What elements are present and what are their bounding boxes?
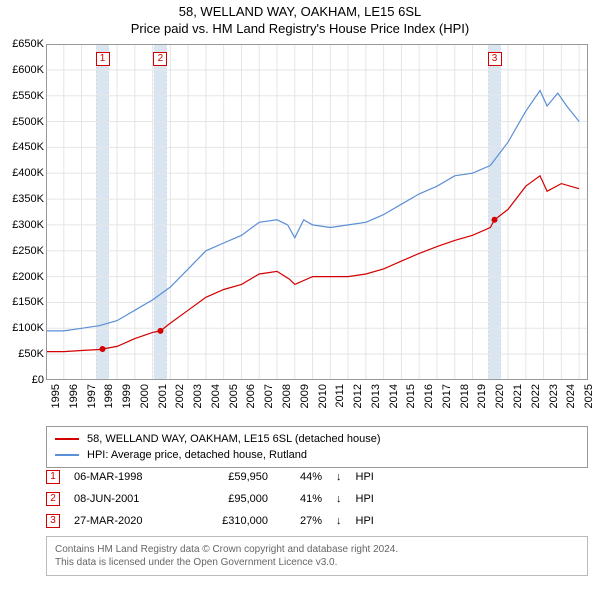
arrow-down-icon: ↓ — [336, 515, 342, 527]
x-tick-label: 2003 — [192, 384, 204, 414]
y-tick-label: £350K — [4, 193, 44, 205]
event-marker-2: 2 — [153, 52, 167, 66]
price-chart: £0 £50K £100K £150K £200K £250K £300K £350K £400… — [0, 40, 600, 420]
y-tick-label: £500K — [4, 116, 44, 128]
x-tick-label: 2009 — [299, 384, 311, 414]
event-row: 2 08-JUN-2001 £95,000 41% ↓ HPI — [46, 488, 566, 510]
y-tick-label: £100K — [4, 322, 44, 334]
arrow-down-icon: ↓ — [336, 471, 342, 483]
event-date: 06-MAR-1998 — [74, 471, 174, 483]
x-tick-label: 2016 — [423, 384, 435, 414]
legend-swatch-property — [55, 438, 79, 440]
event-date: 08-JUN-2001 — [74, 493, 174, 505]
attribution-footer: Contains HM Land Registry data © Crown c… — [46, 536, 588, 576]
plot-area — [46, 44, 588, 380]
event-pct: 41% — [282, 493, 322, 505]
x-tick-label: 2012 — [352, 384, 364, 414]
x-tick-label: 2023 — [548, 384, 560, 414]
page-title: 58, WELLAND WAY, OAKHAM, LE15 6SL — [0, 4, 600, 19]
x-tick-label: 2002 — [174, 384, 186, 414]
y-tick-label: £600K — [4, 64, 44, 76]
y-axis: £0£50K£100K£150K£200K£250K£300K£350K£400… — [0, 40, 44, 380]
events-table: 1 06-MAR-1998 £59,950 44% ↓ HPI 2 08-JUN-2001 £9… — [46, 466, 566, 532]
event-marker-1: 1 — [96, 52, 110, 66]
x-tick-label: 2015 — [405, 384, 417, 414]
x-tick-label: 2008 — [281, 384, 293, 414]
x-tick-label: 2010 — [317, 384, 329, 414]
legend-label-property: 58, WELLAND WAY, OAKHAM, LE15 6SL (detac… — [87, 433, 380, 445]
x-tick-label: 2018 — [459, 384, 471, 414]
x-tick-label: 2020 — [494, 384, 506, 414]
y-tick-label: £550K — [4, 90, 44, 102]
x-tick-label: 2007 — [263, 384, 275, 414]
x-tick-label: 2024 — [565, 384, 577, 414]
x-tick-label: 2019 — [476, 384, 488, 414]
x-tick-label: 2025 — [583, 384, 595, 414]
event-pct: 44% — [282, 471, 322, 483]
x-tick-label: 2011 — [334, 384, 346, 414]
y-tick-label: £200K — [4, 271, 44, 283]
x-tick-label: 1996 — [68, 384, 80, 414]
event-box: 3 — [46, 514, 60, 528]
event-marker-3: 3 — [488, 52, 502, 66]
chart-legend: 58, WELLAND WAY, OAKHAM, LE15 6SL (detac… — [46, 426, 588, 468]
event-ref: HPI — [356, 493, 374, 505]
event-price: £95,000 — [188, 493, 268, 505]
legend-row: 58, WELLAND WAY, OAKHAM, LE15 6SL (detac… — [55, 431, 579, 447]
event-pct: 27% — [282, 515, 322, 527]
y-tick-label: £50K — [4, 348, 44, 360]
footer-line2: This data is licensed under the Open Gov… — [55, 556, 579, 569]
arrow-down-icon: ↓ — [336, 493, 342, 505]
event-box: 1 — [46, 470, 60, 484]
x-tick-label: 2022 — [530, 384, 542, 414]
page-subtitle: Price paid vs. HM Land Registry's House … — [0, 21, 600, 36]
x-tick-label: 2000 — [139, 384, 151, 414]
x-tick-label: 2004 — [210, 384, 222, 414]
event-box: 2 — [46, 492, 60, 506]
legend-label-hpi: HPI: Average price, detached house, Rutl… — [87, 449, 307, 461]
event-price: £310,000 — [188, 515, 268, 527]
x-tick-label: 2013 — [370, 384, 382, 414]
x-tick-label: 2001 — [157, 384, 169, 414]
legend-row: HPI: Average price, detached house, Rutl… — [55, 447, 579, 463]
x-tick-label: 1995 — [50, 384, 62, 414]
x-axis: 1995 1996 1997 1998 1999 2000 2001 2002 2003 2004… — [46, 384, 588, 420]
x-tick-label: 1997 — [86, 384, 98, 414]
x-tick-label: 1999 — [121, 384, 133, 414]
y-tick-label: £300K — [4, 219, 44, 231]
y-tick-label: £250K — [4, 245, 44, 257]
event-row: 3 27-MAR-2020 £310,000 27% ↓ HPI — [46, 510, 566, 532]
y-tick-label: £150K — [4, 296, 44, 308]
y-tick-label: £400K — [4, 167, 44, 179]
event-ref: HPI — [356, 471, 374, 483]
event-ref: HPI — [356, 515, 374, 527]
event-date: 27-MAR-2020 — [74, 515, 174, 527]
x-tick-label: 2005 — [228, 384, 240, 414]
x-tick-label: 1998 — [103, 384, 115, 414]
x-tick-label: 2014 — [388, 384, 400, 414]
x-tick-label: 2006 — [245, 384, 257, 414]
footer-line1: Contains HM Land Registry data © Crown c… — [55, 543, 579, 556]
event-row: 1 06-MAR-1998 £59,950 44% ↓ HPI — [46, 466, 566, 488]
event-price: £59,950 — [188, 471, 268, 483]
legend-swatch-hpi — [55, 454, 79, 456]
y-tick-label: £0 — [4, 374, 44, 386]
x-tick-label: 2017 — [441, 384, 453, 414]
y-tick-label: £450K — [4, 141, 44, 153]
x-tick-label: 2021 — [512, 384, 524, 414]
y-tick-label: £650K — [4, 38, 44, 50]
